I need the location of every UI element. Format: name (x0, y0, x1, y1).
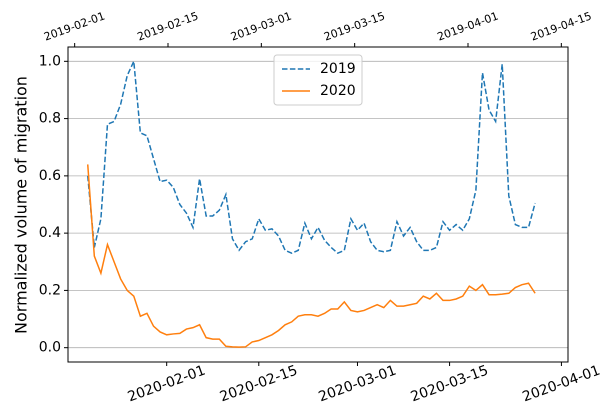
line-series (86, 164, 536, 348)
y-tick-label: 1.0 (39, 53, 61, 69)
x2-tick-label: 2019-04-01 (436, 9, 501, 43)
x2-tick-label: 2019-02-15 (136, 9, 201, 43)
y-tick-label: 0.8 (39, 111, 61, 127)
y-axis-label: Normalized volume of migration (12, 76, 31, 334)
y-tick-label: 0.0 (39, 340, 61, 356)
y-tick-label: 0.4 (39, 225, 61, 241)
y-tick-label: 0.6 (39, 168, 61, 184)
x-tick-label: 2020-02-01 (126, 363, 208, 406)
x2-tick-label: 2019-03-01 (229, 9, 294, 43)
x-tick-label: 2020-03-01 (317, 363, 399, 406)
x-tick-label: 2020-04-01 (520, 363, 600, 406)
y-tick-label: 0.2 (39, 282, 61, 298)
x2-tick-label: 2019-04-15 (529, 9, 594, 43)
legend: 2019 2020 (273, 54, 363, 106)
legend-box (273, 54, 363, 106)
line-series (86, 58, 536, 255)
x2-tick-label: 2019-03-15 (322, 9, 387, 43)
x-tick-label: 2020-02-15 (218, 363, 300, 406)
legend-label: 2019 (320, 61, 356, 77)
x-tick-label: 2020-03-15 (409, 363, 491, 406)
legend-label: 2020 (320, 83, 356, 99)
plot-frame (67, 46, 569, 363)
x2-tick-label: 2019-02-01 (42, 9, 107, 43)
